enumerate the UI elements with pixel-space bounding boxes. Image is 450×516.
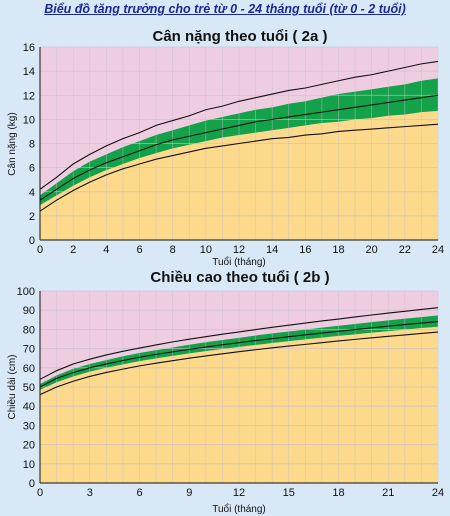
y-axis-label: Chiều dài (cm) [6, 354, 18, 419]
growth-curve-line [39, 60, 439, 190]
chart-title: Chiều cao theo tuổi ( 2b ) [150, 269, 329, 286]
x-tick-label: 6 [136, 244, 142, 256]
y-tick-label: 12 [23, 90, 35, 102]
x-tick-label: 12 [233, 487, 245, 499]
growth-curve-line [39, 331, 439, 396]
y-tick-label: 100 [17, 286, 35, 298]
page-title: Biểu đồ tăng trưởng cho trẻ từ 0 - 24 th… [44, 2, 406, 16]
x-tick-label: 24 [432, 244, 444, 256]
y-tick-label: 30 [23, 420, 35, 432]
growth-curve-line [39, 123, 439, 212]
x-tick-label: 16 [299, 244, 311, 256]
x-tick-label: 18 [332, 244, 344, 256]
x-tick-label: 14 [266, 244, 278, 256]
y-tick-label: 60 [23, 363, 35, 375]
x-tick-label: 9 [186, 487, 192, 499]
x-tick-label: 4 [103, 244, 109, 256]
x-axis-label: Tuổi (tháng) [212, 256, 266, 268]
y-tick-label: 16 [23, 42, 35, 54]
x-tick-label: 22 [399, 244, 411, 256]
y-tick-label: 20 [23, 440, 35, 452]
x-tick-label: 0 [37, 487, 43, 499]
y-tick-label: 2 [29, 211, 35, 223]
y-tick-label: 90 [23, 305, 35, 317]
x-tick-label: 24 [432, 487, 444, 499]
x-axis-label: Tuổi (tháng) [212, 503, 266, 515]
y-tick-label: 10 [23, 114, 35, 126]
x-tick-label: 15 [283, 487, 295, 499]
y-tick-label: 8 [29, 139, 35, 151]
y-tick-label: 6 [29, 163, 35, 175]
x-tick-label: 3 [87, 487, 93, 499]
x-tick-label: 20 [366, 244, 378, 256]
y-tick-label: 0 [29, 478, 35, 490]
growth-curve-line [39, 94, 439, 201]
y-tick-label: 70 [23, 344, 35, 356]
y-tick-label: 10 [23, 459, 35, 471]
chart-title: Cân nặng theo tuổi ( 2a ) [153, 28, 328, 45]
x-tick-label: 0 [37, 244, 43, 256]
x-tick-label: 12 [233, 244, 245, 256]
x-tick-label: 18 [332, 487, 344, 499]
y-tick-label: 14 [23, 66, 35, 78]
y-tick-label: 0 [29, 235, 35, 247]
y-tick-label: 80 [23, 324, 35, 336]
chart-height: 0 3 6 9 12 15 18 21 24 0 10 20 30 40 50 60 70 80 90 100 Chiề… [6, 269, 444, 515]
x-tick-label: 8 [170, 244, 176, 256]
growth-curve-line [39, 307, 439, 380]
x-tick-label: 6 [136, 487, 142, 499]
x-tick-label: 10 [200, 244, 212, 256]
y-axis-label: Cân nặng (kg) [7, 112, 18, 175]
x-tick-label: 2 [70, 244, 76, 256]
x-tick-label: 21 [382, 487, 394, 499]
y-tick-label: 4 [29, 187, 35, 199]
y-tick-label: 40 [23, 401, 35, 413]
growth-curve-line [39, 320, 439, 388]
y-tick-label: 50 [23, 382, 35, 394]
